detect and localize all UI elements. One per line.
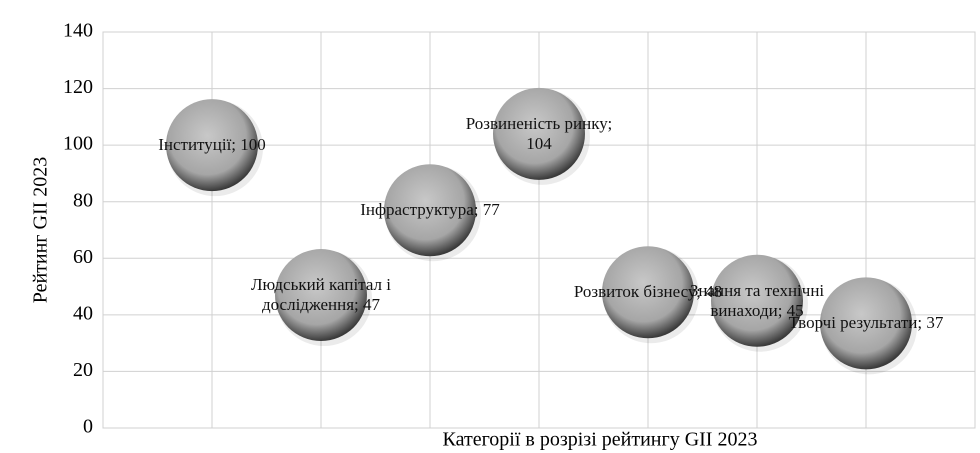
data-label: Розвиток бізнесу; 48	[573, 282, 723, 302]
bubble	[384, 164, 476, 257]
bubble	[275, 249, 367, 342]
data-label: Знання та технічні винаходи; 45	[689, 280, 825, 320]
y-tick-label: 20	[73, 359, 93, 381]
y-tick-label: 80	[73, 189, 93, 211]
data-label: Людський капітал і дослідження; 47	[251, 275, 391, 315]
data-label: Розвиненість ринку; 104	[465, 113, 613, 153]
y-tick-label: 120	[63, 76, 93, 98]
y-tick-label: 0	[83, 416, 93, 438]
bubble	[166, 99, 258, 192]
bubble	[602, 246, 694, 339]
y-tick-label: 60	[73, 246, 93, 268]
x-axis-title: Категорії в розрізі рейтингу GII 2023	[443, 429, 758, 451]
bubble	[493, 87, 585, 180]
y-tick-label: 100	[63, 133, 93, 155]
bubble	[820, 277, 912, 370]
data-label: Інфраструктура; 77	[360, 200, 500, 220]
data-label: Інституції; 100	[158, 135, 266, 155]
bubble	[711, 254, 803, 347]
data-label: Творчі результати; 37	[788, 313, 944, 333]
y-axis-title: Рейтинг GII 2023	[30, 157, 52, 304]
y-tick-label: 140	[63, 20, 93, 42]
y-tick-label: 40	[73, 302, 93, 324]
